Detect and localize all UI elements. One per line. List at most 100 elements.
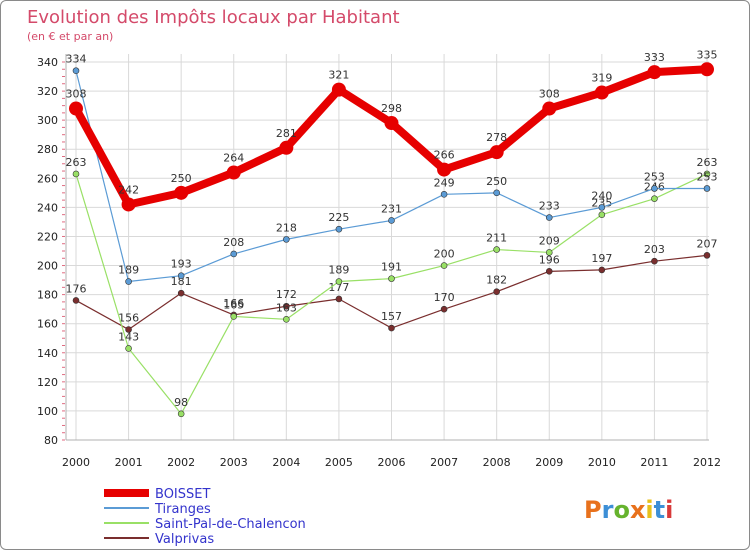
data-label: 253 — [644, 170, 665, 183]
y-tick-label: 300 — [37, 114, 58, 127]
y-tick-label: 80 — [44, 434, 58, 447]
legend-label: Saint-Pal-de-Chalencon — [155, 517, 306, 532]
proxiti-logo: Proxiti — [584, 496, 673, 524]
data-point — [598, 211, 606, 218]
data-label: 242 — [118, 183, 139, 196]
data-point — [69, 101, 83, 116]
y-tick-label: 100 — [37, 405, 58, 418]
data-point — [437, 162, 452, 177]
data-label: 211 — [486, 232, 507, 245]
data-label: 281 — [276, 127, 297, 140]
legend: BOISSETTirangesSaint-Pal-de-ChalenconVal… — [104, 487, 306, 547]
data-label: 196 — [539, 253, 560, 266]
data-label: 225 — [328, 211, 349, 224]
brand-letter: o — [613, 496, 630, 524]
data-point — [703, 185, 711, 192]
x-tick-label: 2003 — [220, 456, 248, 469]
data-label: 182 — [486, 274, 507, 287]
data-label: 189 — [328, 264, 349, 277]
data-label: 308 — [66, 88, 87, 101]
data-label: 334 — [66, 53, 87, 66]
data-point — [700, 62, 714, 77]
data-point — [703, 252, 711, 259]
data-label: 172 — [276, 288, 297, 301]
data-point — [283, 302, 290, 310]
data-point — [388, 217, 395, 224]
data-point — [651, 257, 658, 265]
data-point — [177, 289, 185, 297]
data-point — [331, 82, 346, 97]
data-label: 98 — [174, 396, 188, 409]
data-point — [651, 185, 658, 192]
data-label: 177 — [328, 281, 349, 294]
data-point — [703, 170, 711, 178]
x-tick-label: 2012 — [693, 456, 721, 469]
data-label: 191 — [381, 261, 402, 274]
data-point — [226, 165, 241, 180]
data-label: 321 — [328, 69, 349, 82]
data-label: 253 — [697, 170, 718, 183]
chart-subtitle: (en € et par an) — [27, 30, 113, 43]
data-label: 166 — [223, 297, 244, 310]
data-point — [493, 246, 500, 253]
data-point — [440, 262, 448, 269]
data-point — [647, 65, 662, 80]
data-label: 266 — [434, 149, 455, 162]
brand-letter: t — [654, 496, 665, 524]
legend-label: Valprivas — [155, 532, 214, 547]
data-label: 335 — [697, 48, 718, 61]
legend-label: BOISSET — [155, 487, 210, 502]
y-tick-label: 220 — [37, 230, 58, 243]
data-label: 278 — [486, 131, 507, 144]
data-label: 143 — [118, 330, 139, 343]
x-tick-label: 2005 — [325, 456, 353, 469]
data-label: 235 — [591, 197, 612, 210]
data-point — [283, 236, 290, 243]
series-valprivas: 176 156 181 166 172 177 157 170 182 196 197 203 207 — [66, 237, 718, 333]
data-point — [125, 326, 132, 333]
y-tick-label: 120 — [37, 376, 58, 389]
data-point — [230, 313, 238, 320]
y-tick-label: 340 — [37, 56, 58, 69]
data-label: 203 — [644, 243, 665, 256]
y-tick-label: 140 — [37, 347, 58, 360]
y-tick-label: 160 — [37, 318, 58, 331]
data-label: 209 — [539, 234, 560, 247]
data-label: 208 — [223, 236, 244, 249]
brand-text: Proxiti — [584, 496, 673, 524]
data-point — [335, 295, 343, 303]
data-point — [440, 305, 448, 313]
data-point — [177, 410, 185, 418]
data-point — [121, 197, 136, 212]
brand-letter: P — [584, 496, 602, 524]
data-point — [489, 145, 504, 160]
y-tick-label: 200 — [37, 260, 58, 273]
chart-title: Evolution des Impôts locaux par Habitant — [27, 7, 400, 28]
data-point — [384, 116, 399, 131]
data-label: 157 — [381, 310, 402, 323]
data-label: 250 — [486, 175, 507, 188]
y-tick-label: 240 — [37, 201, 58, 214]
data-point — [279, 140, 294, 155]
data-label: 263 — [697, 156, 718, 169]
data-point — [545, 268, 553, 275]
data-label: 189 — [118, 264, 139, 277]
y-tick-label: 260 — [37, 172, 58, 185]
data-point — [72, 170, 80, 178]
data-label: 263 — [66, 156, 87, 169]
data-label: 176 — [66, 282, 87, 295]
data-label: 308 — [539, 88, 560, 101]
y-tick-label: 180 — [37, 289, 58, 302]
y-tick-label: 280 — [37, 143, 58, 156]
data-point — [283, 316, 290, 323]
data-point — [594, 85, 609, 100]
x-tick-label: 2007 — [430, 456, 458, 469]
data-point — [598, 204, 606, 211]
data-label: 298 — [381, 102, 402, 115]
data-point — [493, 288, 500, 296]
data-label: 249 — [434, 176, 455, 189]
plot-area: 80 100 120 140 160 180 200 220 240 260 280 300 320 34… — [37, 48, 721, 469]
data-point — [125, 345, 132, 352]
